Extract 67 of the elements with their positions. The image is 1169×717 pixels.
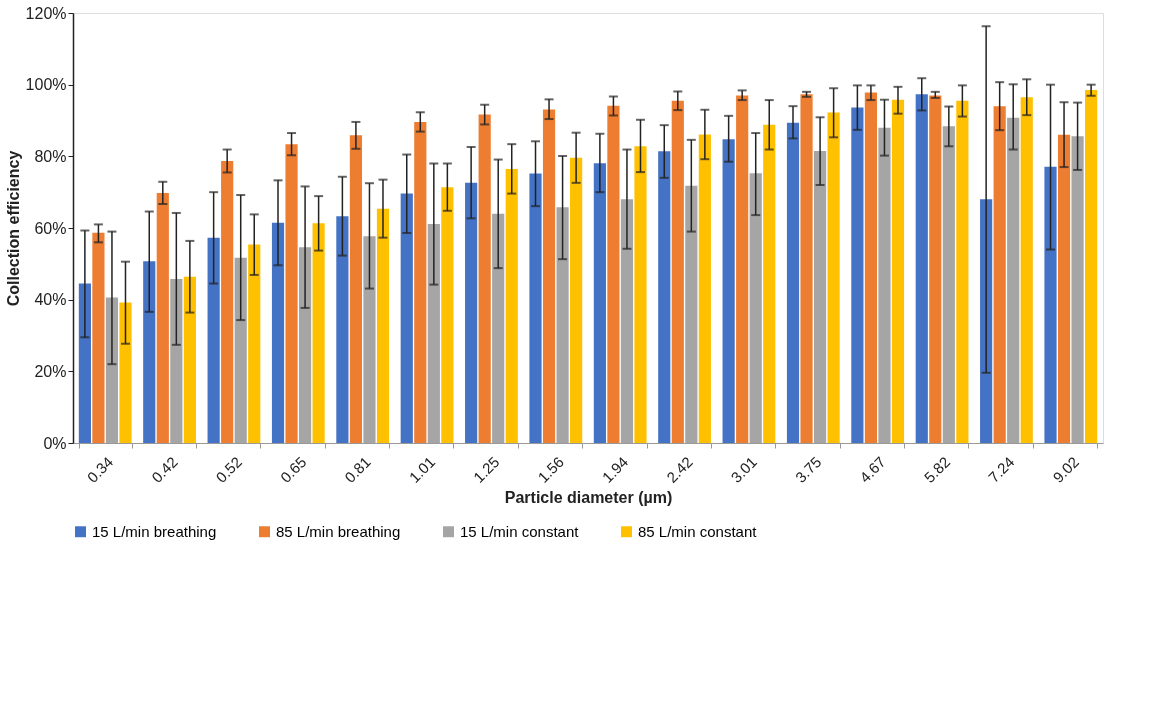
bar — [915, 94, 928, 443]
bar — [736, 95, 749, 443]
bar — [851, 107, 864, 443]
bar — [505, 168, 518, 443]
bar — [312, 223, 325, 443]
bar — [207, 237, 220, 443]
bar — [570, 157, 583, 443]
bar — [1020, 97, 1033, 443]
bar — [349, 135, 363, 443]
bar — [1057, 134, 1071, 443]
bar — [993, 106, 1006, 443]
x-tick-label: 9.02 — [1049, 453, 1082, 486]
x-tick-label: 1.01 — [405, 453, 439, 486]
bar — [698, 134, 711, 443]
bar — [78, 283, 91, 443]
bar — [1044, 166, 1057, 443]
bar — [658, 151, 671, 443]
bar — [1085, 90, 1098, 443]
bar — [827, 112, 840, 443]
bar — [271, 222, 285, 443]
y-tick-label: 40% — [34, 291, 67, 309]
y-tick-label: 80% — [34, 147, 67, 165]
x-tick-label: 3.01 — [727, 453, 761, 486]
bar — [376, 208, 390, 443]
bar — [864, 92, 878, 443]
bar — [593, 163, 606, 443]
bar — [336, 216, 349, 443]
bar — [722, 139, 735, 443]
y-tick-label: 120% — [25, 4, 67, 22]
y-tick-label: 100% — [25, 76, 67, 94]
y-tick-label: 0% — [43, 434, 67, 452]
legend-label: 15 L/min breathing — [92, 522, 217, 540]
x-axis-title: Particle diameter (µm) — [504, 488, 673, 506]
bar — [634, 146, 647, 443]
bar — [400, 193, 413, 443]
bar — [285, 144, 298, 443]
bar — [529, 173, 542, 443]
bar — [607, 105, 620, 443]
bar — [414, 121, 427, 443]
bar — [786, 122, 800, 443]
bar — [763, 124, 776, 443]
bar — [156, 192, 169, 443]
x-tick-label: 7.24 — [984, 453, 1018, 486]
x-tick-label: 0.65 — [276, 453, 310, 486]
bar — [671, 100, 684, 443]
legend-label: 85 L/min breathing — [276, 522, 401, 540]
bar — [542, 109, 556, 443]
bar — [478, 114, 491, 443]
bar — [248, 244, 261, 443]
x-tick-label: 0.52 — [212, 453, 246, 486]
x-tick-label: 0.81 — [341, 453, 374, 486]
x-tick-label: 0.42 — [148, 453, 181, 486]
x-tick-label: 0.34 — [83, 453, 117, 486]
bar — [221, 160, 234, 443]
legend-label: 85 L/min constant — [638, 522, 758, 540]
bar — [183, 276, 196, 443]
legend-label: 15 L/min constant — [460, 522, 580, 540]
y-tick-label: 20% — [34, 362, 67, 380]
bar — [465, 182, 478, 443]
bar — [92, 232, 105, 443]
bar — [119, 302, 132, 443]
bar — [441, 187, 454, 443]
y-tick-label: 60% — [34, 219, 67, 237]
y-axis-title: Collection efficiency — [4, 150, 22, 307]
bar — [143, 261, 156, 443]
bar — [956, 100, 969, 443]
bar — [891, 99, 905, 443]
